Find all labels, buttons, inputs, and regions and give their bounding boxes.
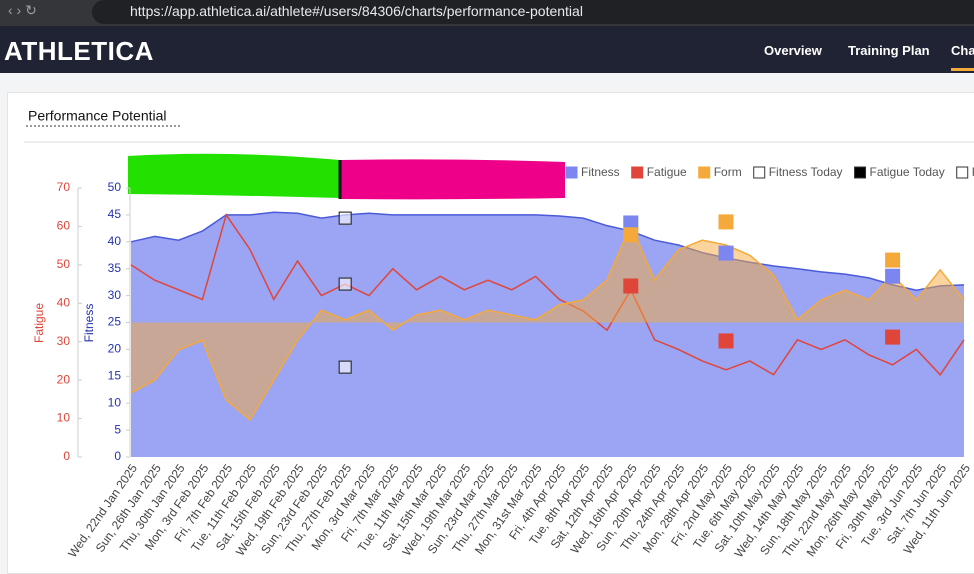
- event-marker: [718, 245, 734, 261]
- y2-tick-label: 70: [57, 180, 71, 194]
- y2-tick-label: 0: [63, 449, 70, 463]
- legend-swatch: [753, 166, 766, 179]
- today-marker: [338, 211, 352, 225]
- y-tick-label: 30: [108, 288, 122, 302]
- today-marker: [338, 360, 352, 374]
- redaction: [340, 159, 565, 200]
- y-axis-title: Fitness: [82, 304, 96, 343]
- y2-tick-label: 30: [57, 334, 71, 348]
- event-marker: [623, 278, 639, 294]
- legend-label: Fatigue Today: [870, 165, 945, 179]
- event-marker: [623, 227, 639, 243]
- legend-label: Fitness Today: [769, 165, 843, 179]
- y-tick-label: 5: [114, 422, 121, 436]
- y-tick-label: 40: [108, 234, 122, 248]
- fitness-line: [130, 211, 965, 291]
- y2-tick-label: 40: [57, 295, 71, 309]
- y-tick-label: 20: [108, 342, 122, 356]
- nav-buttons[interactable]: ‹ › ↻: [8, 2, 37, 18]
- y2-tick-label: 50: [57, 257, 71, 271]
- event-marker: [718, 214, 734, 230]
- address-bar[interactable]: https://app.athletica.ai/athlete#/users/…: [92, 0, 974, 24]
- y2-tick-label: 10: [57, 411, 71, 425]
- event-marker: [885, 252, 901, 268]
- legend-swatch: [631, 166, 644, 179]
- y-tick-label: 0: [114, 449, 121, 463]
- nav-item[interactable]: Training Plan: [848, 43, 930, 58]
- legend-label: Fitness: [581, 165, 620, 179]
- legend-swatch: [565, 166, 578, 179]
- y-tick-label: 50: [108, 180, 122, 194]
- legend-label: F: [972, 165, 974, 179]
- y-tick-label: 15: [108, 368, 122, 382]
- legend-label: Fatigue: [647, 165, 687, 179]
- nav-item[interactable]: Overview: [764, 43, 822, 58]
- event-marker: [885, 268, 901, 284]
- y-tick-label: 10: [108, 395, 122, 409]
- plot: 01020304050607005101520253035404550Wed, …: [57, 165, 974, 560]
- y-tick-label: 35: [108, 261, 122, 275]
- legend-swatch: [698, 166, 711, 179]
- browser-bar: ‹ › ↻ https://app.athletica.ai/athlete#/…: [0, 0, 974, 26]
- fatigue-line: [130, 213, 965, 376]
- y2-axis-title: Fatigue: [32, 303, 46, 343]
- redaction: [128, 153, 340, 198]
- app-header: ATHLETICA Overview Training Plan Cha: [0, 26, 974, 73]
- nav-item[interactable]: Cha: [951, 43, 974, 71]
- y2-tick-label: 60: [57, 219, 71, 233]
- today-marker: [338, 277, 352, 291]
- legend-swatch: [956, 166, 969, 179]
- event-marker: [885, 329, 901, 345]
- logo[interactable]: ATHLETICA: [4, 36, 154, 66]
- legend-label: Form: [714, 165, 742, 179]
- event-marker: [718, 333, 734, 349]
- form-line: [130, 223, 965, 422]
- form-area: [131, 225, 964, 420]
- y-tick-label: 45: [108, 207, 122, 221]
- chart-title: Performance Potential: [28, 108, 167, 124]
- legend-swatch: [854, 166, 867, 179]
- y2-tick-label: 20: [57, 372, 71, 386]
- y-tick-label: 25: [108, 315, 122, 329]
